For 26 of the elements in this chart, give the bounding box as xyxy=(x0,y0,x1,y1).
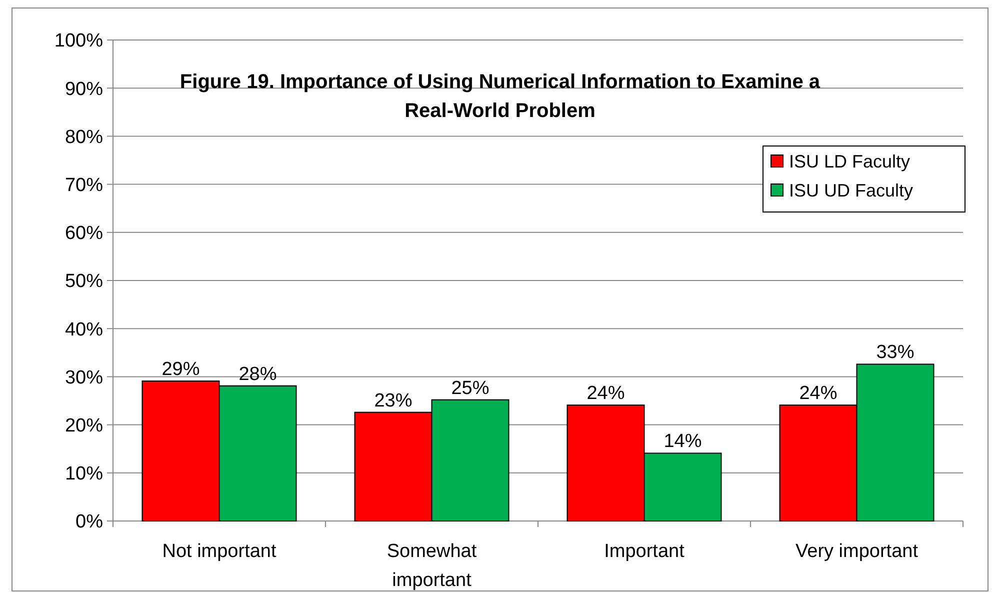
y-tick-label: 100% xyxy=(54,30,104,52)
y-tick-label: 40% xyxy=(64,319,104,340)
data-label: 23% xyxy=(374,390,412,412)
data-label: 28% xyxy=(238,364,277,385)
x-tick-label: Not important xyxy=(162,541,277,562)
y-tick-label: 0% xyxy=(76,512,104,533)
text: Figure 19. Importance of Using Numerical Information to Examine a Real-World Problem xyxy=(180,71,821,122)
data-label: 24% xyxy=(586,383,625,404)
legend-label: ISU UD Faculty xyxy=(789,180,914,200)
y-tick-label: 70% xyxy=(64,174,104,196)
legend-label: ISU LD Faculty xyxy=(789,151,910,172)
y-tick-label: 20% xyxy=(64,415,104,436)
y-tick-label: 30% xyxy=(64,367,104,388)
x-tick-label: Somewhat important xyxy=(386,541,478,591)
x-tick-label: Very important xyxy=(796,541,919,562)
y-tick-label: 90% xyxy=(64,78,104,100)
data-label: 14% xyxy=(664,431,702,452)
y-tick-label: 10% xyxy=(64,464,104,485)
y-tick-label: 60% xyxy=(64,223,104,244)
x-tick-label: Important xyxy=(604,541,686,562)
data-label: 33% xyxy=(876,342,914,364)
data-label: 25% xyxy=(451,378,490,399)
data-label: 24% xyxy=(799,383,838,404)
y-tick-label: 50% xyxy=(64,271,104,292)
data-label: 29% xyxy=(162,359,200,380)
y-tick-label: 80% xyxy=(64,126,104,148)
